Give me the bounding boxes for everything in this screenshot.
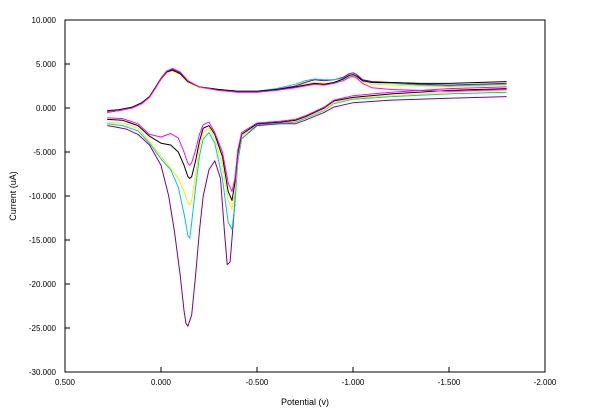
y-tick-label: -15.000 — [29, 236, 57, 245]
x-tick-label: 0.000 — [151, 378, 172, 387]
y-tick-labels: 10.000 5.000 0.000 -5.000 -10.000 -15.000 -20.… — [29, 16, 57, 377]
x-axis-label: Potential (v) — [281, 397, 329, 407]
plot-border — [64, 19, 546, 373]
series-line-1 — [107, 91, 507, 239]
y-tick-label: 5.000 — [36, 60, 57, 69]
x-tick-label: -1.500 — [438, 378, 461, 387]
y-axis-label: Current (uA) — [8, 171, 18, 221]
y-tick-label: -10.000 — [29, 192, 57, 201]
x-tick-label: -1.000 — [342, 378, 365, 387]
x-tick-label: -2.000 — [534, 378, 557, 387]
y-tick-label: -30.000 — [29, 368, 57, 377]
series-line-4 — [107, 86, 507, 193]
y-tick-label: 0.000 — [36, 104, 57, 113]
plot-frame — [64, 19, 546, 373]
series-line-2 — [107, 89, 507, 210]
axis-ticks — [64, 19, 546, 373]
x-tick-labels: 0.500 0.000 -0.500 -1.000 -1.500 -2.000 — [55, 378, 557, 387]
series-line-0 — [107, 96, 507, 327]
y-tick-label: -25.000 — [29, 324, 57, 333]
y-tick-label: -20.000 — [29, 280, 57, 289]
x-tick-label: 0.500 — [55, 378, 76, 387]
y-tick-label: -5.000 — [33, 148, 56, 157]
series-lines — [107, 67, 507, 327]
x-tick-label: -0.500 — [246, 378, 269, 387]
series-line-9 — [107, 67, 507, 112]
series-line-3 — [107, 88, 507, 201]
y-tick-label: 10.000 — [32, 16, 57, 25]
